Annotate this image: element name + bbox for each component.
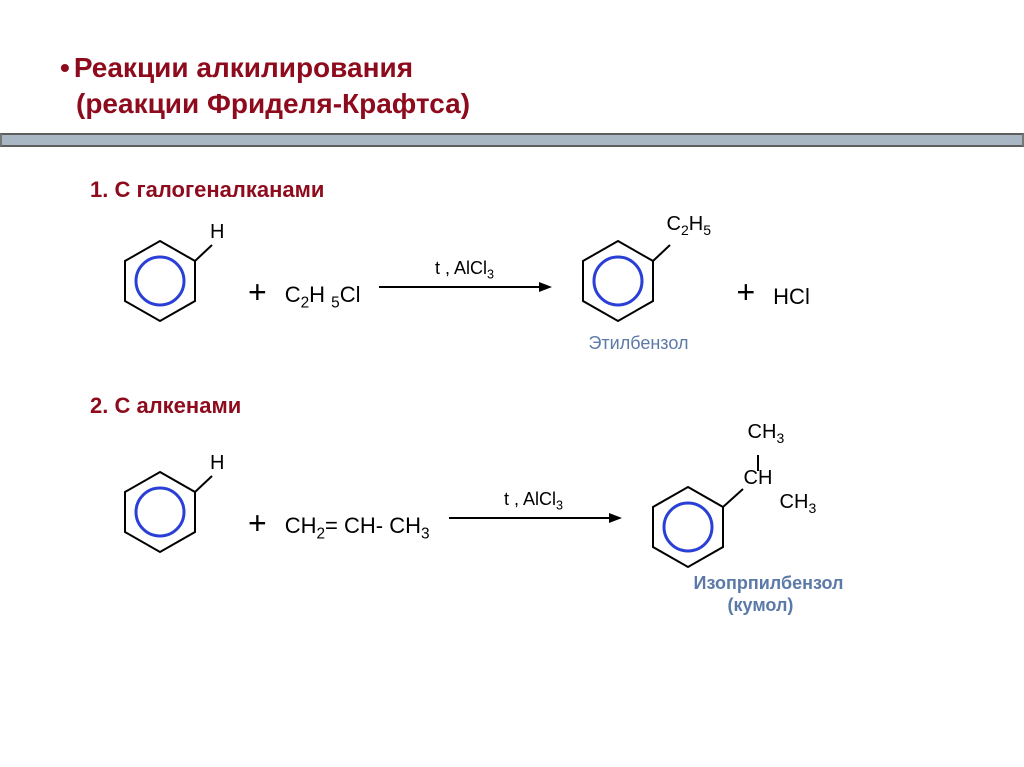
section-alkenes: 2. С алкенами H + CH2= CH- CH3 t , AlCl3 (90, 393, 964, 599)
substituent-h-2: H (210, 452, 224, 475)
substituent-h: H (210, 221, 224, 244)
title-bullet: • (60, 52, 70, 83)
arrow-conditions-2: t , AlCl3 (504, 489, 563, 513)
arrow-conditions-1: t , AlCl3 (435, 258, 494, 282)
section-haloalkanes: 1. С галогеналканами H + C2H 5Cl t , AlC… (90, 177, 964, 353)
title-text-2: (реакции Фриделя-Крафтса) (76, 86, 964, 122)
product-name-2-l1: Изопрпилбензол (694, 573, 844, 594)
reaction-1: H + C2H 5Cl t , AlCl3 C2H5 Этилбензол + … (110, 213, 964, 353)
section1-heading: 1. С галогеналканами (90, 177, 964, 203)
title-text-1: Реакции алкилирования (74, 52, 413, 83)
product-name-1: Этилбензол (588, 333, 688, 354)
reaction-arrow-1: t , AlCl3 (374, 272, 554, 322)
section2-heading: 2. С алкенами (90, 393, 964, 419)
benzene-reactant-1: H (110, 213, 230, 353)
product-name-2-l2: (кумол) (728, 595, 794, 616)
reaction-2: H + CH2= CH- CH3 t , AlCl3 CH3 CH (110, 429, 964, 599)
plus-icon: + (248, 274, 267, 311)
slide-title-block: •Реакции алкилирования (реакции Фриделя-… (60, 50, 964, 123)
substituent-ethyl: C2H5 (666, 213, 711, 238)
reagent-2: CH2= CH- CH3 (285, 513, 430, 543)
reagent-1: C2H 5Cl (285, 282, 361, 312)
plus-icon: + (736, 274, 755, 311)
byproduct-1: HCl (773, 284, 810, 310)
plus-icon: + (248, 505, 267, 542)
isopropyl-ch3-bot: CH3 (780, 491, 817, 516)
benzene-reactant-2: H (110, 444, 230, 584)
divider-bar (0, 133, 1024, 147)
isopropyl-ch: CH (744, 467, 773, 490)
title-line-1: •Реакции алкилирования (60, 50, 964, 86)
benzene-product-2: CH3 CH CH3 Изопрпилбензол (кумол) (638, 429, 838, 599)
reaction-arrow-2: t , AlCl3 (444, 503, 624, 553)
benzene-product-1: C2H5 Этилбензол (568, 213, 718, 353)
isopropyl-ch3-top: CH3 (748, 421, 785, 446)
